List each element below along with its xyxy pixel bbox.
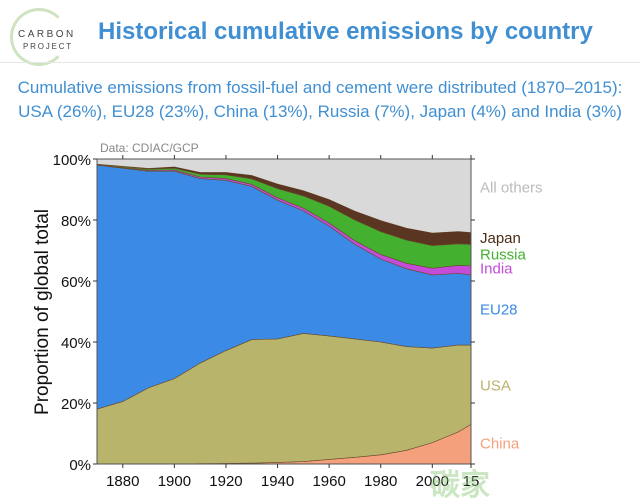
legend-label-all-others: All others: [480, 179, 543, 196]
page-title: Historical cumulative emissions by count…: [98, 18, 593, 45]
plot-frame: [96, 158, 472, 465]
x-tick-label: 2000: [416, 473, 449, 490]
x-tick-label: 1900: [158, 473, 191, 490]
legend-label-china: China: [480, 436, 520, 453]
y-axis-label: Proportion of global total: [32, 209, 53, 415]
x-tick-label: 1940: [261, 473, 294, 490]
area-all-others: [97, 159, 471, 233]
x-tick-label: 1920: [209, 473, 242, 490]
y-tick-label: 20%: [61, 396, 91, 413]
y-tick-label: 40%: [61, 335, 91, 352]
legend-label-india: India: [480, 260, 513, 277]
subtitle-line1: Cumulative emissions from fossil-fuel an…: [17, 78, 623, 97]
carbon-project-logo: CARBON PROJECT: [6, 8, 76, 66]
divider: [0, 62, 640, 63]
logo-text-carbon: CARBON: [18, 29, 76, 40]
legend-label-usa: USA: [480, 378, 511, 395]
watermark: 碳家: [430, 469, 490, 502]
x-tick-label: 1960: [312, 473, 345, 490]
y-tick-label: 0%: [69, 457, 91, 474]
y-tick-label: 80%: [61, 213, 91, 230]
x-tick-label: 1880: [106, 473, 139, 490]
y-tick-label: 100%: [53, 152, 91, 169]
legend-label-eu28: EU28: [480, 301, 518, 318]
x-tick-label: 1980: [364, 473, 397, 490]
subtitle-line2: USA (26%), EU28 (23%), China (13%), Russ…: [18, 102, 622, 121]
x-tick-label: 15: [463, 473, 480, 490]
logo-text-project: PROJECT: [23, 42, 73, 51]
legend-label-russia: Russia: [480, 247, 527, 264]
legend-label-japan: Japan: [480, 230, 521, 247]
y-tick-label: 60%: [61, 274, 91, 291]
data-source: Data: CDIAC/GCP: [100, 141, 199, 155]
logo-ring: [10, 8, 68, 66]
